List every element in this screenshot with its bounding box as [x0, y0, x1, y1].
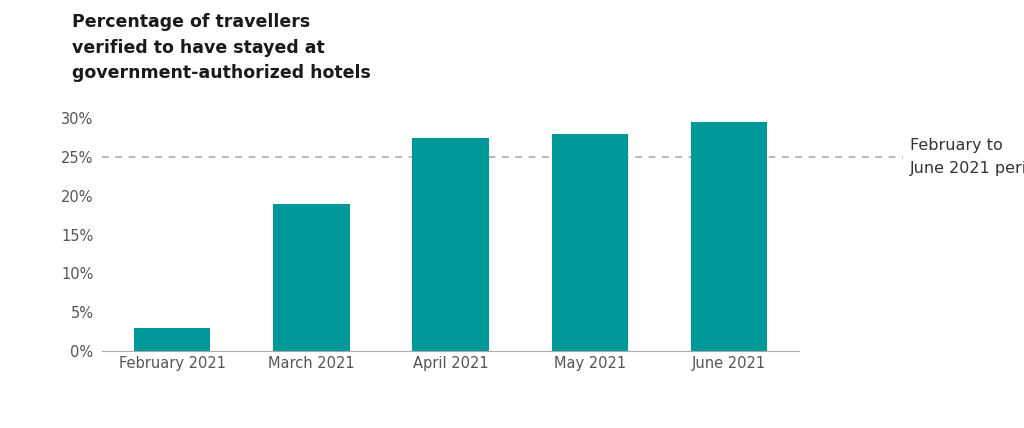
Text: February to
June 2021 period: February to June 2021 period [910, 138, 1024, 175]
Bar [691, 122, 767, 351]
Bar [552, 134, 628, 351]
Text: Percentage of travellers
verified to have stayed at
government-authorized hotels: Percentage of travellers verified to hav… [72, 13, 371, 82]
Bar [273, 204, 349, 351]
Bar [413, 138, 488, 351]
Bar [134, 328, 210, 351]
